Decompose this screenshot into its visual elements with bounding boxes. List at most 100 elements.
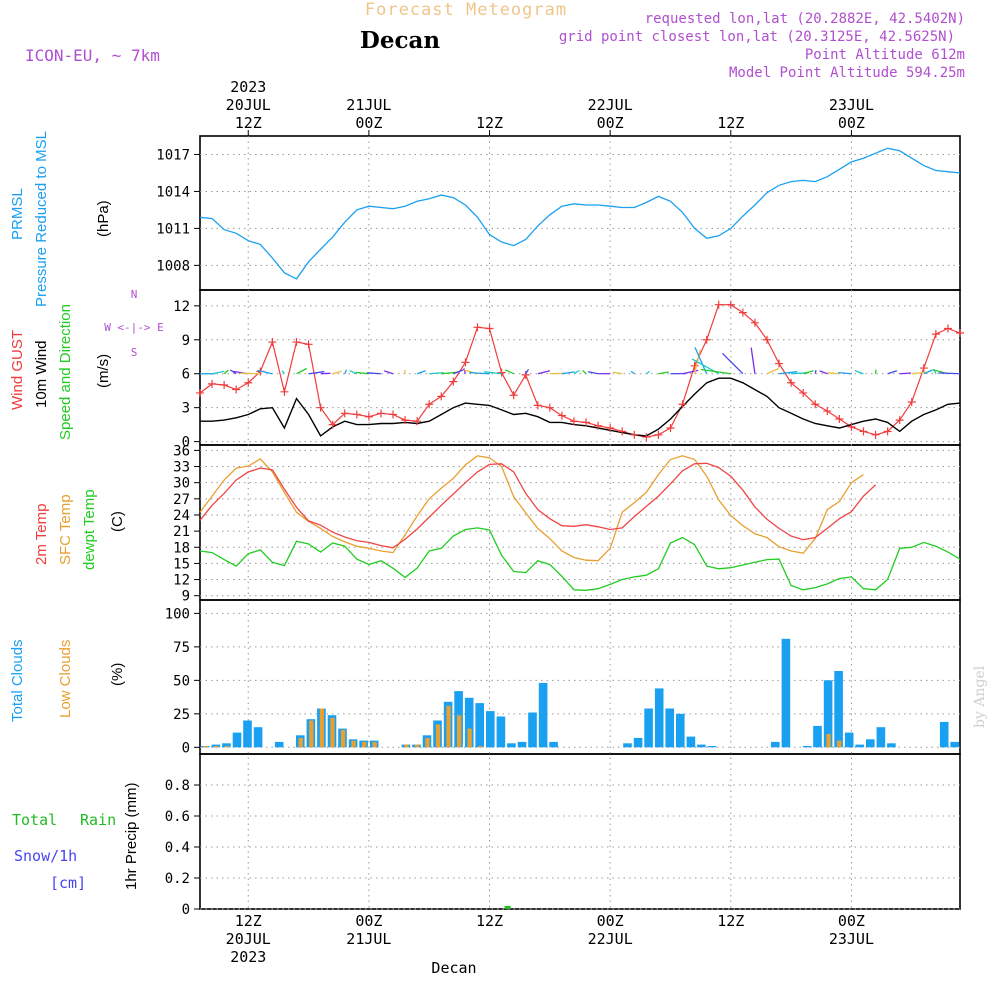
wind-direction-arrow bbox=[838, 371, 852, 375]
gust-marker bbox=[449, 377, 458, 386]
low-cloud-bar bbox=[404, 744, 409, 748]
wind-direction-arrow bbox=[899, 372, 911, 375]
point-altitude: Point Altitude 612m bbox=[805, 47, 965, 63]
wind-direction-arrow bbox=[384, 370, 394, 375]
gust-marker bbox=[714, 300, 723, 309]
wind-direction-arrow bbox=[573, 369, 580, 375]
y-tick-label: 25 bbox=[173, 707, 190, 723]
cloud-label-total: Total Clouds bbox=[9, 639, 26, 722]
total-cloud-bar bbox=[644, 708, 653, 748]
low-cloud-bar bbox=[214, 746, 219, 748]
total-cloud-bar bbox=[665, 708, 674, 748]
low-cloud-bar bbox=[478, 746, 483, 748]
low-cloud-bar bbox=[298, 737, 303, 748]
gust-marker bbox=[823, 407, 832, 416]
wind-direction-arrow bbox=[308, 371, 325, 375]
precip-label-snow: Snow/1h bbox=[14, 847, 77, 865]
wind-direction-arrow bbox=[355, 371, 369, 375]
gust-marker bbox=[811, 400, 820, 409]
cloud-unit: (%) bbox=[109, 663, 126, 686]
gust-marker bbox=[292, 338, 301, 347]
gust-marker bbox=[847, 422, 856, 431]
wind-direction-arrow bbox=[505, 369, 514, 375]
wind-line bbox=[200, 377, 961, 437]
total-cloud-bar bbox=[813, 725, 822, 748]
gust-marker bbox=[268, 338, 277, 347]
gust-marker bbox=[690, 361, 699, 370]
gridpoint-coords: grid point closest lon,lat (20.3125E, 42… bbox=[559, 29, 955, 45]
temp-label-2m: 2m Temp bbox=[33, 504, 50, 565]
bottom-time-label: 00Z bbox=[838, 912, 865, 930]
gust-marker bbox=[485, 324, 494, 333]
y-tick-label: 100 bbox=[165, 606, 190, 622]
panel-frame-precipitation bbox=[199, 753, 961, 910]
gust-marker bbox=[280, 387, 289, 396]
gust-marker bbox=[244, 378, 253, 387]
gust-marker bbox=[461, 358, 470, 367]
bottom-time-label: 23JUL bbox=[829, 930, 874, 948]
gust-marker bbox=[678, 400, 687, 409]
top-time-label: 00Z bbox=[597, 114, 624, 132]
gust-marker bbox=[569, 417, 578, 426]
total-cloud-bar bbox=[486, 711, 495, 748]
gust-marker bbox=[594, 421, 603, 430]
top-time-label: 20JUL bbox=[226, 96, 271, 114]
total-cloud-bar bbox=[222, 743, 231, 748]
pressure-label-prmsl: PRMSL bbox=[9, 188, 26, 240]
gust-marker bbox=[750, 318, 759, 327]
wind-direction-arrow bbox=[802, 370, 814, 375]
gust-marker bbox=[618, 427, 627, 436]
pressure-label-desc: Pressure Reduced to MSL bbox=[33, 131, 50, 307]
wind-direction-arrow bbox=[814, 369, 817, 374]
total-cloud-bar bbox=[633, 737, 643, 748]
gust-marker bbox=[437, 392, 446, 401]
compass-n: N bbox=[131, 288, 138, 301]
chart-marks bbox=[196, 147, 964, 909]
wind-direction-arrow bbox=[463, 368, 467, 374]
total-cloud-bar bbox=[549, 741, 558, 748]
temp-unit: (C) bbox=[109, 511, 126, 532]
y-tick-label: 9 bbox=[182, 589, 190, 605]
pressure-unit: (hPa) bbox=[95, 200, 112, 237]
bottom-time-label: 12Z bbox=[717, 912, 744, 930]
wind-direction-arrow bbox=[223, 369, 229, 375]
wind-direction-arrow bbox=[645, 370, 650, 375]
location-title: Decan bbox=[360, 27, 440, 54]
gust-marker bbox=[799, 388, 808, 397]
y-tick-label: 33 bbox=[173, 460, 190, 476]
total-cloud-bar bbox=[771, 741, 780, 748]
wind-direction-arrow bbox=[332, 370, 342, 375]
gust-marker bbox=[726, 300, 735, 309]
gust-marker bbox=[557, 411, 566, 420]
total-cloud-bar bbox=[496, 716, 506, 748]
wind-direction-arrow bbox=[582, 369, 587, 375]
precip-label-total: Total bbox=[12, 811, 57, 829]
total-cloud-bar bbox=[475, 703, 484, 748]
total-cloud-bar bbox=[528, 712, 537, 748]
y-tick-label: 27 bbox=[173, 492, 190, 508]
total-cloud-bar bbox=[781, 638, 791, 748]
low-cloud-bar bbox=[435, 724, 441, 748]
low-cloud-bar bbox=[224, 746, 230, 748]
y-tick-label: 15 bbox=[173, 556, 190, 572]
low-cloud-bar bbox=[309, 720, 314, 748]
gust-marker bbox=[196, 388, 204, 397]
gust-marker bbox=[606, 424, 615, 433]
wind-direction-arrow bbox=[537, 370, 551, 375]
total-cloud-bar bbox=[823, 680, 833, 748]
low-cloud-bar bbox=[837, 740, 842, 748]
wind-direction-arrow bbox=[525, 368, 530, 375]
top-time-label: 21JUL bbox=[346, 96, 391, 114]
low-cloud-bar bbox=[425, 737, 430, 748]
credit-watermark: by Angel bbox=[972, 665, 988, 728]
total-cloud-bar bbox=[950, 741, 959, 748]
total-cloud-bar bbox=[876, 727, 886, 748]
gust-marker bbox=[497, 368, 506, 377]
wind-direction-arrow bbox=[429, 371, 444, 375]
low-cloud-bar bbox=[826, 733, 831, 748]
precip-label-rain: Rain bbox=[80, 811, 116, 829]
total-cloud-bar bbox=[887, 743, 896, 748]
wind-direction-arrow bbox=[561, 371, 575, 375]
sfc-temp-line bbox=[199, 455, 864, 562]
